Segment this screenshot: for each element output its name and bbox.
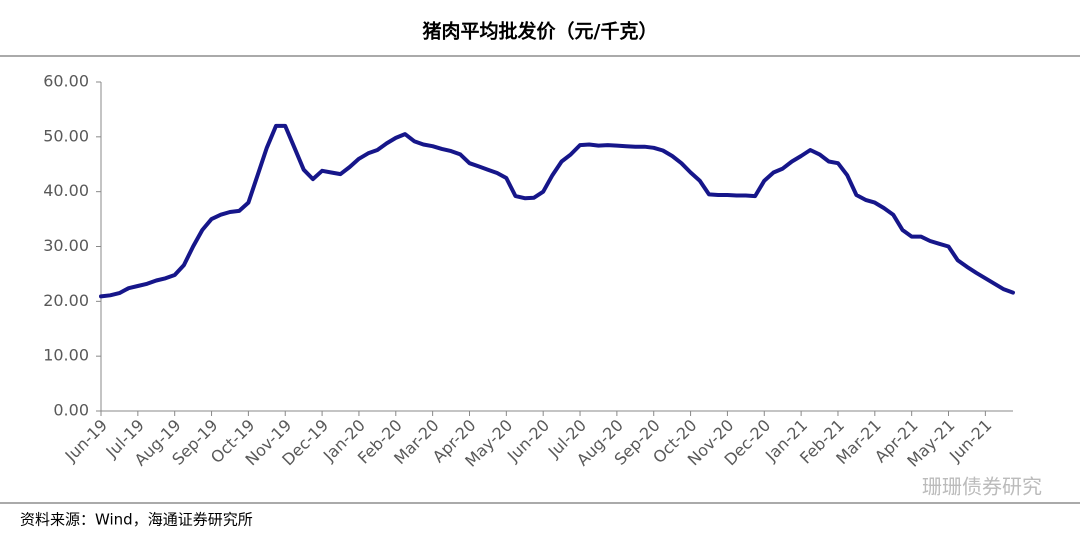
y-tick-label: 20.00 [43, 291, 89, 310]
x-tick-label: Jun-19 [61, 416, 111, 466]
y-tick-label: 60.00 [43, 72, 89, 91]
y-tick-label: 40.00 [43, 181, 89, 200]
y-tick-label: 0.00 [53, 401, 89, 420]
price-line [99, 123, 1015, 299]
watermark: 珊珊债券研究 [922, 475, 1042, 499]
y-tick-label: 10.00 [43, 346, 89, 365]
y-tick-label: 30.00 [43, 236, 89, 255]
y-tick-label: 50.00 [43, 126, 89, 145]
chart-title: 猪肉平均批发价（元/千克） [422, 20, 658, 43]
source-note: 资料来源：Wind，海通证券研究所 [20, 511, 253, 529]
